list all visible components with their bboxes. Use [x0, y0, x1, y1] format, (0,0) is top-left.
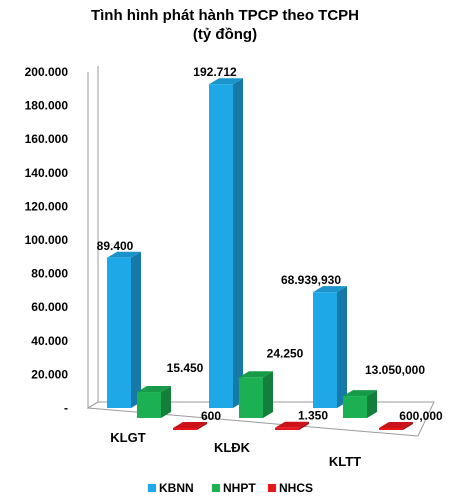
- chart-subtitle: (tỷ đồng): [192, 26, 258, 43]
- category-label: KLGT: [110, 430, 145, 445]
- bar-top: [343, 390, 377, 397]
- bar-side: [197, 422, 207, 430]
- y-tick-label: 200.000: [25, 65, 69, 79]
- category-label: KLĐK: [214, 440, 251, 455]
- data-label: 68.939,930: [281, 273, 341, 287]
- y-tick-label: 40.000: [31, 334, 68, 348]
- data-label: 600: [201, 409, 221, 423]
- legend-swatch: [148, 484, 156, 492]
- y-tick-label: 20.000: [31, 367, 68, 381]
- bar-front: [209, 84, 233, 409]
- bar-top: [107, 251, 141, 258]
- data-label: 24.250: [267, 346, 304, 360]
- y-tick-label: 80.000: [31, 267, 68, 281]
- bar-side: [233, 78, 243, 409]
- bar-side: [337, 286, 347, 408]
- bar-front: [173, 428, 197, 430]
- bar-front: [107, 257, 131, 408]
- data-label: 13.050,000: [365, 363, 425, 377]
- label-layer: 89.400 15.450 600 KLGT 192.712 24.250 1.350 KLĐ…: [97, 65, 443, 469]
- legend-swatch: [212, 484, 220, 492]
- bar-side: [367, 390, 377, 418]
- bar-kbnn-2: [313, 286, 347, 408]
- bar-side: [131, 251, 141, 408]
- bar-front: [137, 392, 161, 418]
- y-tick-label: 120.000: [25, 199, 69, 213]
- bar-nhpt-0: [137, 386, 171, 418]
- bar-top: [239, 371, 273, 378]
- y-tick-label: 140.000: [25, 166, 69, 180]
- bar-top: [275, 421, 309, 428]
- bar-top: [209, 78, 243, 85]
- category-label: KLTT: [329, 454, 361, 469]
- y-tick-label: 60.000: [31, 300, 68, 314]
- bar-front: [275, 427, 299, 430]
- legend-label: NHCS: [279, 481, 313, 495]
- chart-floor: [86, 401, 435, 437]
- y-tick-label: 180.000: [25, 99, 69, 113]
- legend-layer: KBNN NHPT NHCS: [148, 481, 313, 495]
- y-tick-label: 100.000: [25, 233, 69, 247]
- bar-front: [239, 377, 263, 418]
- legend-label: KBNN: [159, 481, 194, 495]
- bar-top: [379, 422, 413, 428]
- bar-side: [161, 386, 171, 418]
- bar-front: [313, 292, 337, 408]
- bar-kbnn-1: [209, 78, 243, 409]
- data-label: 15.450: [167, 361, 204, 375]
- data-label: 192.712: [193, 65, 237, 79]
- bar-side: [403, 422, 413, 430]
- bar-nhcs-2: [379, 422, 413, 430]
- data-label: 89.400: [97, 239, 134, 253]
- bar-top: [137, 386, 171, 393]
- bar-front: [343, 396, 367, 418]
- bar-nhpt-2: [343, 390, 377, 418]
- bar-side: [299, 421, 309, 430]
- axis-layer: - 20.000 40.000 60.000 80.000 100.000 120.000 1…: [25, 65, 435, 437]
- legend-item-nhcs: NHCS: [268, 481, 313, 495]
- data-label: 1.350: [298, 409, 328, 423]
- y-tick-label: 160.000: [25, 132, 69, 146]
- chart-title: Tình hình phát hành TPCP theo TCPH (tỷ đ…: [0, 6, 450, 44]
- bar-front: [379, 428, 403, 430]
- bar-top: [313, 286, 347, 293]
- legend-label: NHPT: [223, 481, 256, 495]
- bar-nhcs-1: [275, 421, 309, 430]
- bar-kbnn-0: [107, 251, 141, 408]
- y-tick-label: -: [64, 401, 68, 415]
- bar-side: [263, 371, 273, 418]
- bar-top: [173, 422, 207, 428]
- bar-layer: [107, 78, 413, 430]
- data-label: 600,000: [399, 409, 443, 423]
- chart-title-text: Tình hình phát hành TPCP theo TCPH: [90, 7, 360, 24]
- legend-item-nhpt: NHPT: [212, 481, 256, 495]
- bar-nhcs-0: [173, 422, 207, 430]
- legend-swatch: [268, 484, 276, 492]
- bar-nhpt-1: [239, 371, 273, 418]
- legend-item-kbnn: KBNN: [148, 481, 194, 495]
